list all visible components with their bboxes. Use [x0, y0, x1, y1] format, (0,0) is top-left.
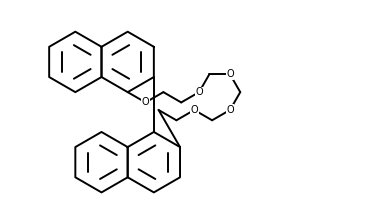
Text: O: O: [190, 105, 198, 115]
Text: O: O: [195, 87, 203, 97]
Text: O: O: [142, 97, 149, 107]
Text: O: O: [226, 69, 234, 79]
Text: O: O: [226, 105, 234, 115]
